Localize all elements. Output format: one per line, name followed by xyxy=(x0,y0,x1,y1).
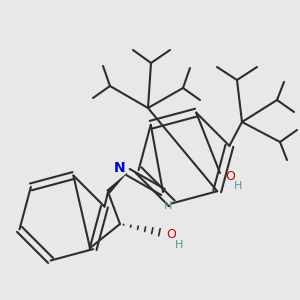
Text: O: O xyxy=(166,229,176,242)
Text: H: H xyxy=(164,201,172,211)
Text: O: O xyxy=(225,169,235,182)
Polygon shape xyxy=(106,172,128,194)
Text: N: N xyxy=(114,161,126,175)
Text: H: H xyxy=(234,181,242,191)
Text: H: H xyxy=(175,240,183,250)
